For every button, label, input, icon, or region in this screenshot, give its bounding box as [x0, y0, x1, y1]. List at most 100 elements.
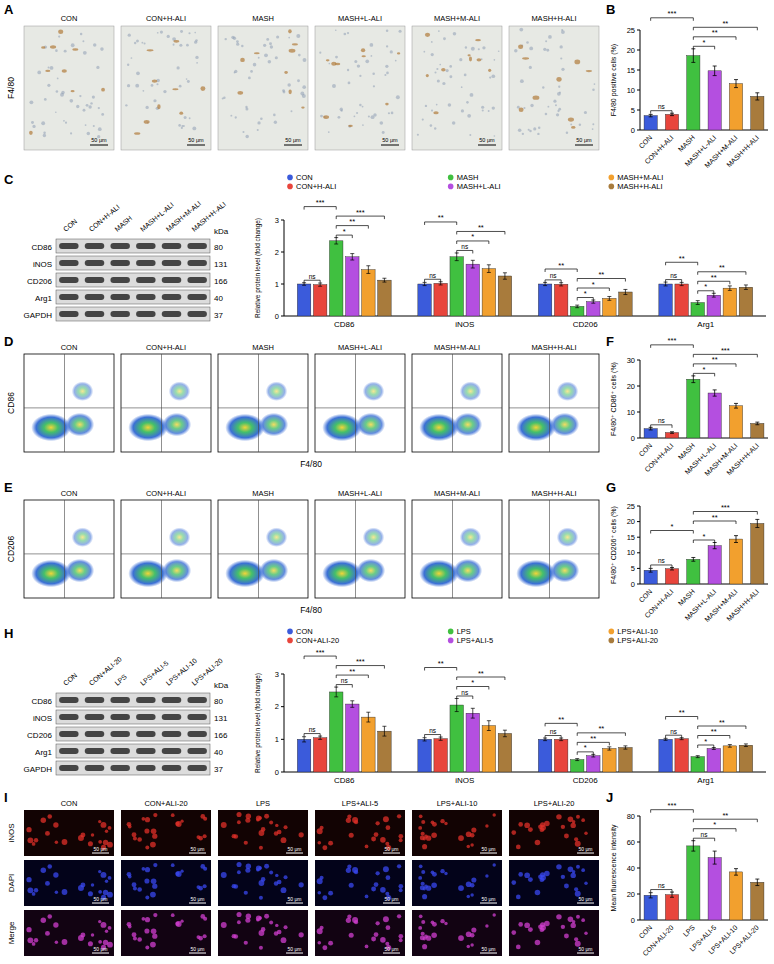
- ihc-nucleus: [250, 70, 253, 73]
- ihc-nucleus: [47, 84, 50, 87]
- ihc-nucleus: [41, 121, 45, 125]
- scale-bar: [575, 145, 593, 146]
- protein-label: GAPDH: [24, 765, 53, 774]
- if-cell: [418, 926, 422, 930]
- plot-title: MASH+L-ALI: [338, 489, 382, 498]
- if-cell: [328, 891, 333, 896]
- if-cell: [150, 892, 156, 898]
- ihc-nucleus: [92, 96, 95, 99]
- flow-density: [225, 414, 265, 441]
- if-cell: [444, 872, 447, 875]
- if-cell: [492, 863, 495, 866]
- ihc-stain: [477, 58, 482, 61]
- if-cell: [145, 896, 149, 900]
- ihc-image: [218, 26, 308, 150]
- bar: [450, 705, 463, 772]
- ihc-nucleus: [356, 112, 358, 114]
- ihc-nucleus: [302, 94, 306, 98]
- ihc-stain: [568, 118, 574, 122]
- ihc-nucleus: [181, 127, 183, 129]
- bar: [554, 739, 567, 772]
- bar: [708, 858, 721, 920]
- ihc-panel: CON50 μmCON+H-ALI50 μmMASH50 μmMASH+L-AL…: [6, 14, 599, 150]
- bar: [739, 287, 752, 316]
- blot-band: [136, 714, 156, 720]
- if-cell: [423, 937, 427, 941]
- if-cell: [317, 841, 321, 845]
- blot-band: [110, 311, 130, 317]
- y-tick: [637, 894, 640, 895]
- bar: [619, 292, 632, 316]
- ihc-nucleus: [391, 112, 394, 115]
- ihc-nucleus: [37, 71, 41, 75]
- ihc-nucleus: [442, 82, 445, 85]
- ihc-nucleus: [354, 115, 356, 117]
- error-bar: [455, 699, 459, 712]
- ihc-nucleus: [546, 49, 549, 52]
- if-cell: [471, 877, 476, 882]
- if-cell: [466, 881, 472, 887]
- y-tick: [637, 584, 640, 585]
- if-image: [218, 860, 308, 906]
- bar: [329, 692, 342, 772]
- error-bar: [623, 746, 627, 749]
- if-cell: [27, 837, 33, 843]
- ihc-nucleus: [188, 32, 190, 34]
- y-tick: [637, 920, 640, 921]
- bar: [329, 241, 342, 316]
- if-cell: [246, 814, 251, 819]
- ihc-nucleus: [523, 107, 525, 109]
- if-cell: [419, 865, 423, 869]
- ihc-nucleus: [489, 76, 491, 78]
- if-cell: [47, 914, 52, 919]
- ihc-nucleus: [248, 77, 251, 80]
- blot-band: [85, 243, 105, 249]
- if-cell: [101, 922, 107, 928]
- ihc-nucleus: [439, 64, 441, 66]
- ihc-nucleus: [222, 98, 224, 100]
- scale-bar: [383, 903, 400, 904]
- if-cell: [398, 884, 403, 889]
- if-image: [509, 910, 599, 956]
- sig-label: **: [558, 261, 564, 270]
- blot-band: [110, 260, 130, 266]
- ihc-nucleus: [87, 132, 90, 135]
- if-cell: [492, 913, 495, 916]
- ihc-nucleus: [48, 66, 50, 68]
- if-cell: [88, 891, 93, 896]
- if-cell: [431, 920, 435, 924]
- if-image: [121, 910, 211, 956]
- blot-band: [187, 714, 207, 720]
- ihc-nucleus: [64, 50, 67, 53]
- if-cell: [375, 821, 379, 825]
- bar: [587, 756, 600, 772]
- bar: [313, 738, 326, 772]
- if-cell: [101, 822, 107, 828]
- if-cell: [398, 834, 403, 839]
- if-cell: [78, 935, 84, 941]
- if-cell: [440, 869, 444, 873]
- sig-bracket: [304, 734, 320, 737]
- ihc-nucleus: [492, 106, 495, 109]
- if-cell: [176, 821, 182, 827]
- protein-label: GAPDH: [24, 311, 53, 320]
- sig-label: ns: [309, 273, 317, 280]
- ihc-nucleus: [142, 90, 144, 92]
- if-image: [218, 810, 308, 856]
- blot-band: [136, 311, 156, 317]
- ihc-nucleus: [553, 100, 556, 103]
- if-cell: [171, 813, 175, 817]
- error-bar: [664, 738, 668, 740]
- bar: [434, 283, 447, 316]
- sig-label: ns: [701, 831, 709, 838]
- flow-density: [128, 560, 168, 587]
- error-bar: [691, 49, 695, 63]
- if-cell: [62, 889, 68, 895]
- y-tick: [281, 772, 284, 773]
- ihc-nucleus: [362, 124, 364, 126]
- y-tick: [637, 412, 640, 413]
- ihc-nucleus: [320, 115, 323, 118]
- if-cell: [284, 825, 288, 829]
- if-cell: [237, 820, 241, 824]
- if-cell: [528, 927, 533, 932]
